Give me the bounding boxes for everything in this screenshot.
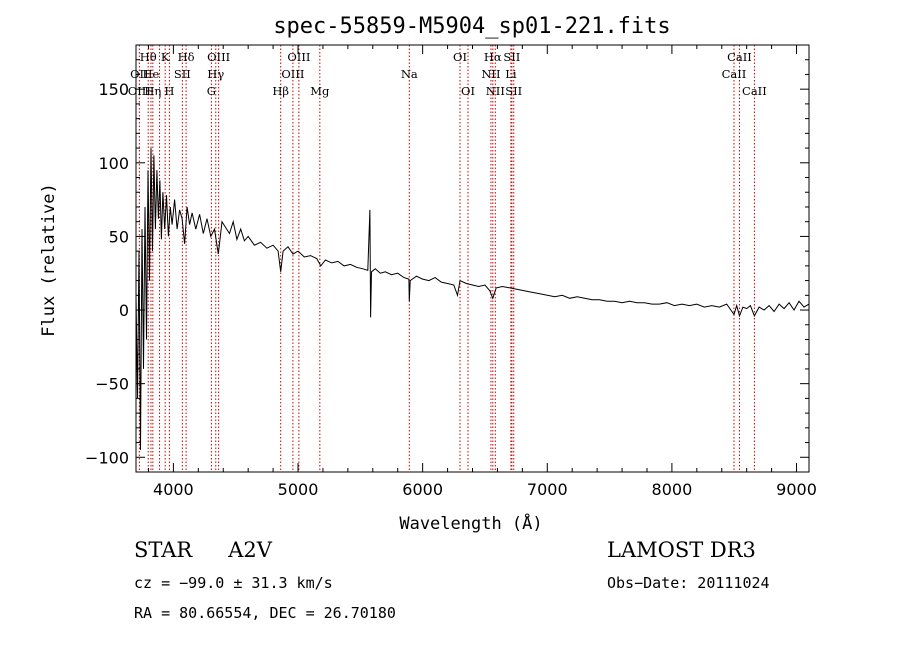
spectral-class: STAR A2V [134, 538, 272, 562]
annotation-label: CaII [722, 67, 747, 81]
annotation-label: Hδ [178, 50, 195, 64]
series-line [135, 148, 810, 450]
redshift-label: cz = −99.0 ± 31.3 km/s [134, 574, 333, 592]
annotation-label: Na [401, 67, 418, 81]
y-tick-label: 50 [109, 227, 129, 246]
annotation-label: OI [461, 84, 475, 98]
annotation-label: Hα [484, 50, 502, 64]
annotation-label: SII [503, 50, 520, 64]
annotation-label: OIII [281, 67, 304, 81]
subclass-label: A2V [228, 538, 272, 562]
annotation-label: Hγ [207, 67, 224, 81]
annotation-label: OIII [287, 50, 310, 64]
annotation-label: OI [453, 50, 467, 64]
axis-ticks: 4000 5000 6000 7000 8000 9000 −100 −50 0 50 100 150 [85, 45, 817, 499]
y-tick-label: −50 [95, 375, 129, 394]
x-axis-label: Wavelength (Å) [399, 512, 542, 534]
annotation-label: NII [481, 67, 500, 81]
x-tick-label: 5000 [278, 480, 319, 499]
annotation-label: NII [486, 84, 505, 98]
x-tick-label: 9000 [776, 480, 817, 499]
annotation-label: SII [174, 67, 191, 81]
annotation-label: Hθ [140, 50, 157, 64]
annotation-label: CaII [742, 84, 767, 98]
annotation-label: H [164, 84, 174, 98]
survey-label: LAMOST DR3 [607, 538, 756, 562]
x-tick-label: 8000 [652, 480, 693, 499]
flux-series [135, 148, 810, 450]
x-tick-label: 7000 [527, 480, 568, 499]
annotation-label: Hη [144, 84, 161, 98]
annotation-label: Mg [310, 84, 330, 98]
annotation-label: K [161, 50, 170, 64]
y-tick-label: −100 [85, 448, 129, 467]
annotation-label: Li [505, 67, 517, 81]
annotation-label: OIII [207, 50, 230, 64]
chart-title: spec-55859-M5904_sp01-221.fits [273, 14, 670, 39]
y-axis-label: Flux (relative) [39, 183, 59, 337]
annotation-label: SII [505, 84, 522, 98]
plot-frame [135, 44, 810, 473]
obs-date-label: Obs−Date: 20111024 [607, 574, 770, 592]
class-label: STAR [134, 538, 193, 562]
annotation-label: G [207, 84, 216, 98]
annotation-label: Hβ [272, 84, 289, 98]
line-markers [138, 45, 755, 472]
x-tick-label: 4000 [153, 480, 194, 499]
y-tick-label: 100 [98, 154, 129, 173]
y-tick-label: 150 [98, 80, 129, 99]
annotation-label: OIII [128, 84, 151, 98]
annotation-label: CaII [727, 50, 752, 64]
annotation-label: OII [130, 67, 149, 81]
x-tick-label: 6000 [402, 480, 443, 499]
coords-label: RA = 80.66554, DEC = 26.70180 [134, 604, 396, 622]
annotation-label: He [143, 67, 160, 81]
y-tick-label: 0 [119, 301, 129, 320]
